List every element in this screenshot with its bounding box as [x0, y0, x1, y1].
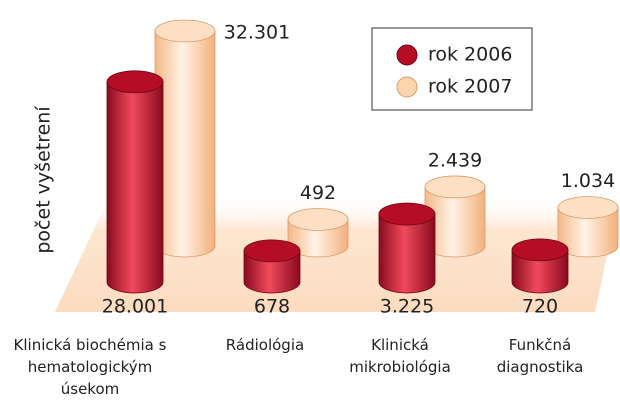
value-label: 678 — [254, 296, 290, 318]
cylinder — [154, 19, 216, 258]
cylinder-body — [154, 30, 216, 258]
cylinder — [557, 196, 619, 258]
cylinder-top — [424, 175, 486, 199]
legend-marker — [396, 76, 418, 98]
legend-label: rok 2006 — [428, 44, 512, 66]
legend-marker — [396, 44, 418, 66]
cylinder-body — [511, 249, 569, 294]
cylinder-body — [378, 213, 436, 294]
value-label: 28.001 — [102, 296, 168, 318]
cylinder-top — [511, 238, 569, 262]
cylinder — [378, 202, 436, 294]
cylinder-body — [243, 250, 301, 294]
category-label: Klinická biochémia s hematologickým úsek… — [13, 336, 167, 398]
category-label: Funkčná diagnostika — [496, 336, 584, 376]
cylinder-top — [106, 70, 164, 94]
category-label: Klinická mikrobiológia — [349, 336, 451, 376]
value-label: 32.301 — [224, 22, 290, 44]
cylinder — [243, 239, 301, 294]
legend-box — [371, 27, 533, 111]
cylinder — [287, 208, 349, 258]
value-label: 492 — [300, 182, 336, 204]
category-label: Rádiológia — [225, 336, 305, 354]
y-axis-label: počet vyšetrení — [33, 106, 55, 254]
value-label: 2.439 — [428, 149, 482, 171]
cylinder — [106, 70, 164, 294]
cylinder-top — [557, 196, 619, 219]
cylinder-top — [287, 208, 349, 231]
value-label: 720 — [522, 296, 558, 318]
legend-label: rok 2007 — [428, 76, 512, 98]
value-label: 3.225 — [380, 296, 434, 318]
cylinder-top — [154, 19, 216, 43]
cylinder — [424, 175, 486, 258]
cylinder-top — [378, 202, 436, 226]
cylinder-top — [243, 239, 301, 263]
value-label: 1.034 — [561, 170, 615, 192]
cylinder — [511, 238, 569, 294]
cylinder-body — [106, 81, 164, 294]
